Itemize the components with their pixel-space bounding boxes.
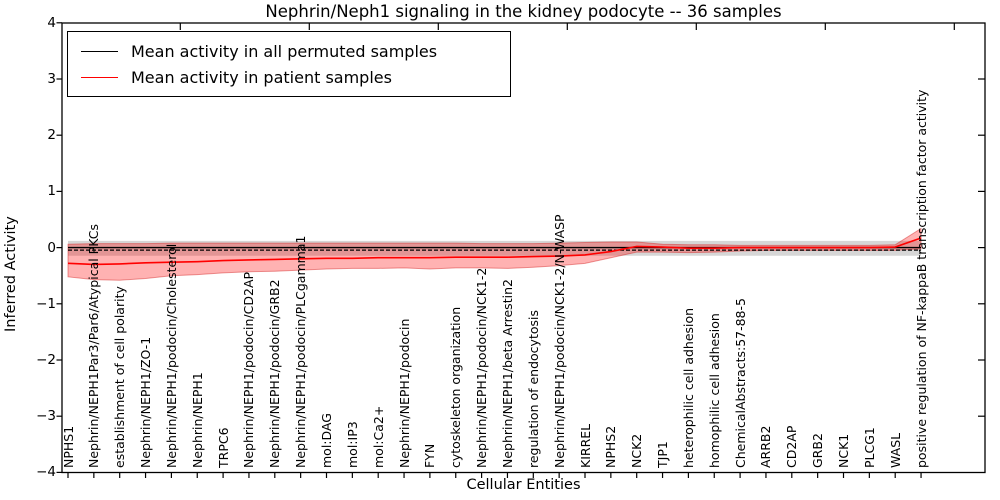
x-tick-label: Nephrin/NEPH1/podocin/CD2AP [241,271,257,468]
x-tick-label: ChemicalAbstracts:57-88-5 [732,298,748,468]
x-tick-label: Nephrin/NEPH1/ZO-1 [138,336,154,468]
x-tick-label: TJP1 [655,441,671,468]
y-tick-label: 1 [47,183,56,200]
x-tick-label: NCK1 [836,433,851,468]
x-tick-label: NPHS2 [603,425,619,468]
x-tick-label: establishment of cell polarity [112,286,128,468]
x-tick-label: TRPC6 [215,427,231,468]
y-tick-label: 2 [47,127,56,144]
chart-title: Nephrin/Neph1 signaling in the kidney po… [265,2,782,21]
legend: Mean activity in all permuted samples Me… [67,31,511,97]
y-tick-label: −1 [36,295,56,312]
x-tick-label: regulation of endocytosis [525,310,541,468]
legend-entry-patient: Mean activity in patient samples [68,68,510,87]
x-tick-label: Nephrin/NEPH1/podocin [396,318,412,468]
x-tick-label: GRB2 [810,433,826,468]
legend-label: Mean activity in patient samples [131,67,392,87]
x-tick-label: homophilic cell adhesion [706,313,722,468]
y-tick-label: −2 [36,352,56,368]
x-tick-label: mol:DAG [319,413,334,468]
x-tick-label: ARRB2 [758,425,774,468]
y-tick-label: −3 [36,408,56,425]
permuted-range-band [68,240,922,256]
x-tick-label: mol:IP3 [344,421,360,468]
y-tick-label: −4 [36,464,56,481]
x-tick-label: Nephrin/NEPH1/podocin/NCK1-2 [474,267,490,468]
y-tick-label: 0 [47,239,56,256]
y-tick-label: 3 [47,71,56,87]
x-tick-label: Nephrin/NEPH1/beta Arrestin2 [499,279,515,468]
x-tick-label: Nephrin/NEPH1/podocin/GRB2 [267,279,283,468]
x-tick-label: positive regulation of NF-kappaB transcr… [913,89,929,468]
x-tick-label: NCK2 [629,433,645,468]
x-tick-label: cytoskeleton organization [448,306,464,468]
x-tick-label: WASL [887,432,903,468]
x-tick-label: Nephrin/NEPH1/podocin/PLCgamma1 [293,235,309,468]
x-tick-label: Nephrin/NEPH1 [189,372,205,468]
x-tick-label: CD2AP [784,425,800,468]
patient-mean-line [67,237,922,266]
x-tick-label: FYN [422,443,438,468]
legend-label: Mean activity in all permuted samples [131,41,438,61]
black-line-swatch [81,50,118,52]
x-tick-label: NPHS1 [60,425,76,468]
red-line-swatch [81,76,118,78]
legend-entry-permuted: Mean activity in all permuted samples [68,42,510,61]
x-tick-label: PLCG1 [861,427,877,468]
y-tick-label: 4 [47,14,56,31]
x-tick-label: mol:Ca2+ [370,405,386,468]
x-tick-label: Nephrin/NEPH1Par3/Par6/Atypical PKCs [86,224,102,468]
x-tick-label: Nephrin/NEPH1/podocin/NCK1-2/N-WASP [551,214,567,468]
patient-range-band [67,227,922,281]
x-tick-label: KIRREL [577,423,593,468]
x-tick-label: Nephrin/NEPH1/podocin/Cholesterol [163,243,179,468]
x-tick-label: heterophilic cell adhesion [680,307,696,468]
x-axis-label: Cellular Entities [466,477,581,493]
